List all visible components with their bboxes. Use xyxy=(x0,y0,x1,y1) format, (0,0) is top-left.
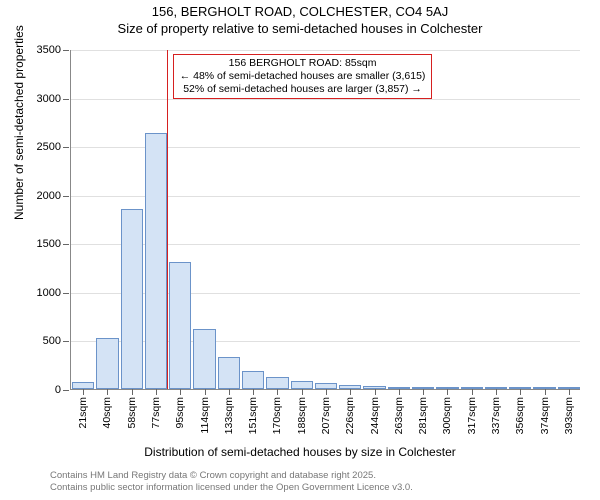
callout-line: 156 BERGHOLT ROAD: 85sqm xyxy=(180,57,426,70)
y-tick-label: 2000 xyxy=(37,190,61,202)
y-tick xyxy=(63,196,69,197)
x-tick xyxy=(569,389,570,395)
histogram-bar xyxy=(242,371,264,389)
marker-line xyxy=(167,50,168,389)
y-tick-label: 0 xyxy=(55,384,61,396)
x-tick xyxy=(520,389,521,395)
histogram-bar xyxy=(218,357,240,389)
y-tick xyxy=(63,147,69,148)
x-tick xyxy=(132,389,133,395)
title-block: 156, BERGHOLT ROAD, COLCHESTER, CO4 5AJ … xyxy=(0,0,600,36)
histogram-bar xyxy=(72,382,94,389)
x-tick-label: 58sqm xyxy=(126,397,138,429)
y-tick xyxy=(63,50,69,51)
x-tick-label: 170sqm xyxy=(271,397,283,434)
x-tick xyxy=(545,389,546,395)
histogram-bar xyxy=(266,377,288,389)
x-tick-label: 40sqm xyxy=(101,397,113,429)
x-tick-label: 244sqm xyxy=(369,397,381,434)
attribution-block: Contains HM Land Registry data © Crown c… xyxy=(50,470,413,494)
x-tick xyxy=(472,389,473,395)
x-tick-label: 263sqm xyxy=(393,397,405,434)
y-tick xyxy=(63,244,69,245)
x-tick xyxy=(107,389,108,395)
x-tick-label: 300sqm xyxy=(441,397,453,434)
y-tick xyxy=(63,341,69,342)
x-tick-label: 188sqm xyxy=(296,397,308,434)
y-tick xyxy=(63,390,69,391)
histogram-bar xyxy=(291,381,313,389)
y-tick xyxy=(63,99,69,100)
callout-line: ← 48% of semi-detached houses are smalle… xyxy=(180,70,426,83)
x-tick xyxy=(375,389,376,395)
x-tick xyxy=(399,389,400,395)
x-tick-label: 95sqm xyxy=(174,397,186,429)
attribution-line2: Contains public sector information licen… xyxy=(50,482,413,494)
callout-line: 52% of semi-detached houses are larger (… xyxy=(180,83,426,96)
x-tick xyxy=(83,389,84,395)
x-tick-label: 393sqm xyxy=(563,397,575,434)
x-tick-label: 207sqm xyxy=(320,397,332,434)
histogram-bar xyxy=(121,209,143,389)
x-tick-label: 337sqm xyxy=(490,397,502,434)
y-tick-label: 2500 xyxy=(37,141,61,153)
y-tick-label: 500 xyxy=(43,335,61,347)
x-tick-label: 356sqm xyxy=(514,397,526,434)
x-tick-label: 281sqm xyxy=(417,397,429,434)
chart-plot-area: 050010001500200025003000350021sqm40sqm58… xyxy=(70,50,580,390)
y-tick-label: 3500 xyxy=(37,44,61,56)
histogram-bar xyxy=(96,338,118,389)
x-tick-label: 317sqm xyxy=(466,397,478,434)
y-tick-label: 3000 xyxy=(37,93,61,105)
y-tick-label: 1000 xyxy=(37,287,61,299)
title-line2: Size of property relative to semi-detach… xyxy=(0,21,600,36)
y-tick-label: 1500 xyxy=(37,238,61,250)
x-tick-label: 21sqm xyxy=(77,397,89,429)
x-tick xyxy=(277,389,278,395)
x-tick-label: 77sqm xyxy=(150,397,162,429)
x-tick xyxy=(205,389,206,395)
attribution-line1: Contains HM Land Registry data © Crown c… xyxy=(50,470,413,482)
x-tick xyxy=(253,389,254,395)
marker-callout: 156 BERGHOLT ROAD: 85sqm← 48% of semi-de… xyxy=(173,54,433,99)
x-tick xyxy=(326,389,327,395)
x-tick xyxy=(423,389,424,395)
x-tick xyxy=(447,389,448,395)
x-tick xyxy=(180,389,181,395)
x-tick xyxy=(496,389,497,395)
histogram-bar xyxy=(193,329,215,389)
x-tick-label: 133sqm xyxy=(223,397,235,434)
x-axis-label: Distribution of semi-detached houses by … xyxy=(0,445,600,459)
y-axis-label: Number of semi-detached properties xyxy=(12,25,26,220)
x-tick-label: 374sqm xyxy=(539,397,551,434)
x-tick-label: 151sqm xyxy=(247,397,259,434)
x-tick xyxy=(302,389,303,395)
title-line1: 156, BERGHOLT ROAD, COLCHESTER, CO4 5AJ xyxy=(0,4,600,19)
x-tick xyxy=(350,389,351,395)
x-tick xyxy=(229,389,230,395)
chart-container: 156, BERGHOLT ROAD, COLCHESTER, CO4 5AJ … xyxy=(0,0,600,500)
y-tick xyxy=(63,293,69,294)
histogram-bar xyxy=(169,262,191,389)
x-tick xyxy=(156,389,157,395)
x-tick-label: 114sqm xyxy=(199,397,211,434)
x-tick-label: 226sqm xyxy=(344,397,356,434)
histogram-bar xyxy=(145,133,167,389)
gridline xyxy=(71,50,580,51)
